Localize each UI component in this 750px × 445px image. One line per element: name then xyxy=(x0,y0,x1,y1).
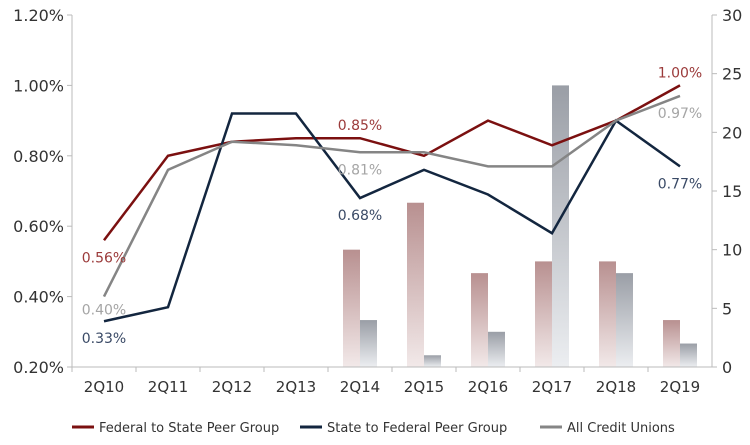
left-tick-label: 1.20% xyxy=(13,6,64,25)
x-tick-label: 2Q16 xyxy=(468,378,508,396)
left-tick-label: 0.80% xyxy=(13,147,64,166)
left-tick-label: 0.40% xyxy=(13,288,64,307)
bar-1-2q14 xyxy=(343,249,360,367)
bar-2-2q16 xyxy=(488,331,505,367)
legend-label-2: State to Federal Peer Group xyxy=(327,421,507,436)
right-tick-label: 30 xyxy=(722,6,742,25)
bar-1-2q19 xyxy=(663,320,680,367)
bar-1-2q17 xyxy=(535,261,552,367)
data-label: 1.00% xyxy=(658,65,702,81)
data-label: 0.33% xyxy=(82,331,126,347)
bar-2-2q18 xyxy=(616,273,633,367)
x-tick-label: 2Q12 xyxy=(212,378,252,396)
bar-2-2q14 xyxy=(360,320,377,367)
right-tick-label: 25 xyxy=(722,65,742,84)
left-tick-label: 0.20% xyxy=(13,358,64,377)
data-label: 0.77% xyxy=(658,176,702,192)
x-tick-label: 2Q17 xyxy=(532,378,572,396)
data-label: 0.81% xyxy=(338,162,382,178)
line-series-3 xyxy=(102,94,681,298)
bar-2-2q19 xyxy=(680,343,697,367)
bar-1-2q15 xyxy=(407,202,424,367)
x-tick-label: 2Q19 xyxy=(660,378,700,396)
right-tick-label: 15 xyxy=(722,182,742,201)
data-label: 0.40% xyxy=(82,303,126,319)
x-tick-label: 2Q13 xyxy=(276,378,316,396)
legend-label-3: All Credit Unions xyxy=(567,421,675,436)
data-label: 0.68% xyxy=(338,208,382,224)
line-series-2 xyxy=(103,112,681,323)
data-label: 0.97% xyxy=(658,106,702,122)
bar-1-2q18 xyxy=(599,261,616,367)
left-tick-label: 0.60% xyxy=(13,217,64,236)
x-tick-label: 2Q10 xyxy=(84,378,124,396)
data-label: 0.56% xyxy=(82,250,126,266)
bar-1-2q16 xyxy=(471,273,488,367)
line-series-1 xyxy=(103,84,681,242)
data-label: 0.85% xyxy=(338,118,382,134)
left-tick-label: 1.00% xyxy=(13,76,64,95)
x-tick-label: 2Q18 xyxy=(596,378,636,396)
bar-2-2q15 xyxy=(424,355,441,367)
right-tick-label: 0 xyxy=(722,358,732,377)
right-tick-label: 10 xyxy=(722,241,742,260)
legend-label-1: Federal to State Peer Group xyxy=(99,421,279,436)
right-tick-label: 20 xyxy=(722,123,742,142)
x-tick-label: 2Q15 xyxy=(404,378,444,396)
x-tick-label: 2Q11 xyxy=(148,378,188,396)
bar-2-2q17 xyxy=(552,85,569,368)
x-tick-label: 2Q14 xyxy=(340,378,380,396)
right-tick-label: 5 xyxy=(722,299,732,318)
